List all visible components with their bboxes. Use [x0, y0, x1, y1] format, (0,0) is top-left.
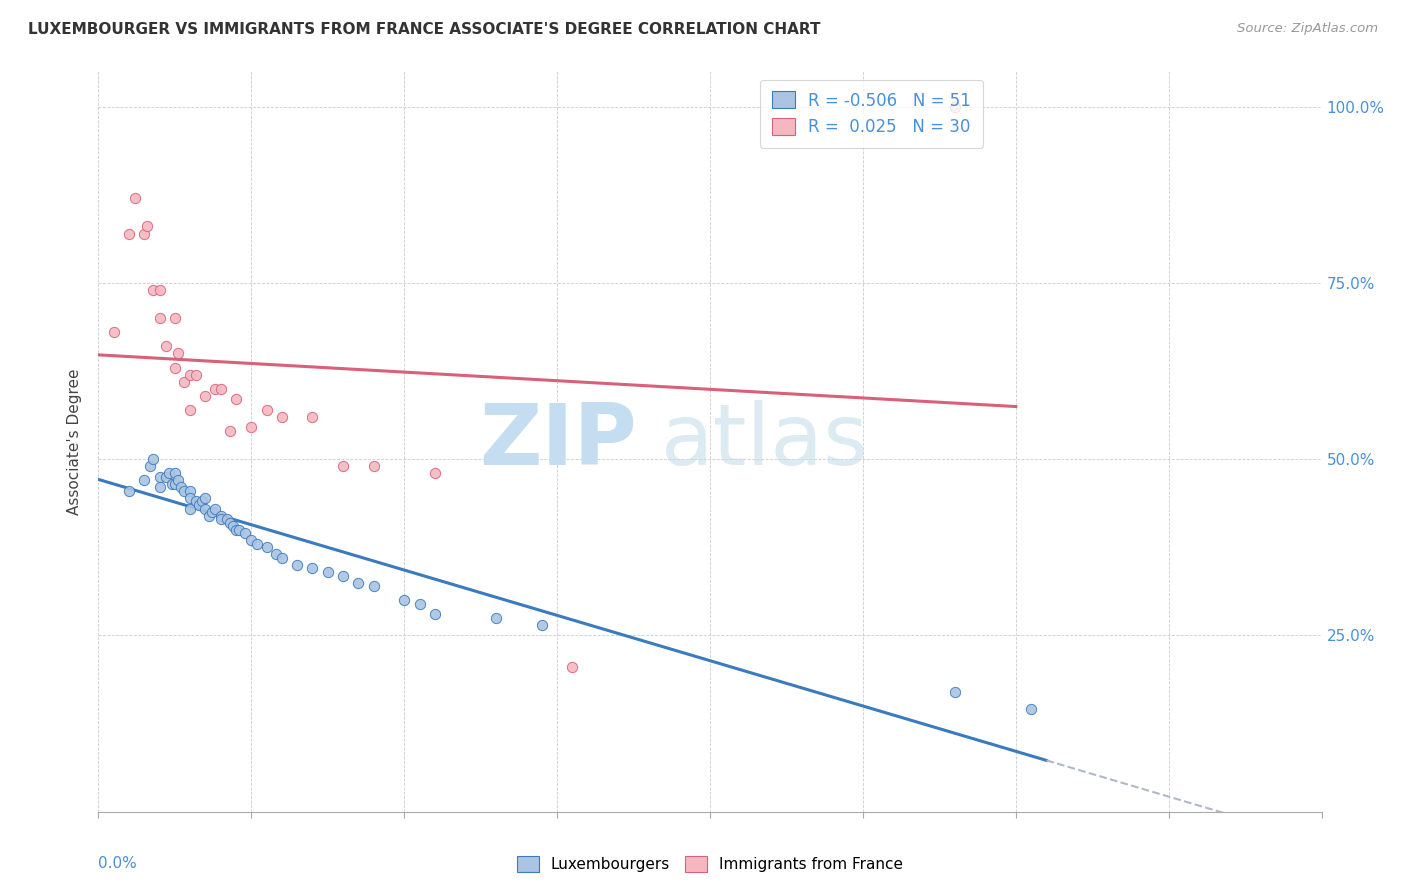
Point [194, 491, 217, 505]
Point [240, 420, 263, 434]
Point [194, 389, 217, 403]
Point [163, 467, 186, 481]
Point [561, 660, 583, 674]
Point [228, 523, 250, 537]
Point [225, 392, 247, 407]
Point [485, 611, 508, 625]
Point [301, 409, 323, 424]
Point [142, 452, 165, 467]
Point [155, 470, 177, 484]
Text: atlas: atlas [661, 400, 869, 483]
Point [219, 516, 242, 530]
Point [233, 526, 256, 541]
Point [200, 505, 222, 519]
Point [332, 568, 354, 582]
Point [246, 537, 269, 551]
Point [347, 575, 370, 590]
Point [316, 565, 339, 579]
Point [222, 519, 245, 533]
Point [173, 375, 195, 389]
Text: ZIP: ZIP [479, 400, 637, 483]
Point [240, 533, 263, 548]
Point [136, 219, 159, 234]
Point [124, 191, 146, 205]
Point [179, 368, 201, 382]
Point [191, 494, 214, 508]
Point [167, 346, 190, 360]
Legend: Luxembourgers, Immigrants from France: Luxembourgers, Immigrants from France [510, 850, 910, 878]
Point [179, 501, 201, 516]
Point [209, 508, 232, 523]
Point [149, 470, 172, 484]
Text: LUXEMBOURGER VS IMMIGRANTS FROM FRANCE ASSOCIATE'S DEGREE CORRELATION CHART: LUXEMBOURGER VS IMMIGRANTS FROM FRANCE A… [28, 22, 821, 37]
Point [179, 483, 201, 498]
Point [173, 483, 195, 498]
Point [197, 508, 219, 523]
Point [186, 494, 208, 508]
Point [134, 473, 156, 487]
Point [423, 607, 446, 622]
Point [155, 339, 177, 353]
Point [225, 523, 247, 537]
Point [103, 325, 125, 339]
Point [188, 498, 211, 512]
Point [149, 311, 172, 326]
Point [134, 227, 156, 241]
Point [167, 473, 190, 487]
Point [209, 382, 232, 396]
Point [142, 283, 165, 297]
Point [118, 227, 141, 241]
Point [170, 480, 193, 494]
Text: Source: ZipAtlas.com: Source: ZipAtlas.com [1237, 22, 1378, 36]
Point [423, 467, 446, 481]
Point [219, 424, 242, 438]
Point [943, 100, 966, 114]
Point [285, 558, 308, 572]
Point [163, 360, 186, 375]
Point [408, 597, 430, 611]
Point [204, 501, 226, 516]
Point [332, 459, 354, 474]
Point [363, 579, 385, 593]
Point [160, 476, 183, 491]
Point [186, 368, 208, 382]
Text: 0.0%: 0.0% [98, 856, 138, 871]
Point [209, 512, 232, 526]
Point [149, 480, 172, 494]
Point [943, 685, 966, 699]
Point [270, 409, 292, 424]
Point [204, 382, 226, 396]
Point [139, 459, 162, 474]
Point [179, 491, 201, 505]
Point [118, 483, 141, 498]
Point [256, 541, 278, 555]
Point [270, 550, 292, 565]
Point [163, 311, 186, 326]
Point [256, 402, 278, 417]
Point [392, 593, 416, 607]
Point [149, 283, 172, 297]
Point [179, 402, 201, 417]
Point [363, 459, 385, 474]
Point [530, 618, 553, 632]
Point [1019, 702, 1042, 716]
Point [215, 512, 238, 526]
Point [163, 476, 186, 491]
Y-axis label: Associate's Degree: Associate's Degree [67, 368, 83, 515]
Point [301, 561, 323, 575]
Point [264, 547, 287, 561]
Point [194, 501, 217, 516]
Point [157, 467, 180, 481]
